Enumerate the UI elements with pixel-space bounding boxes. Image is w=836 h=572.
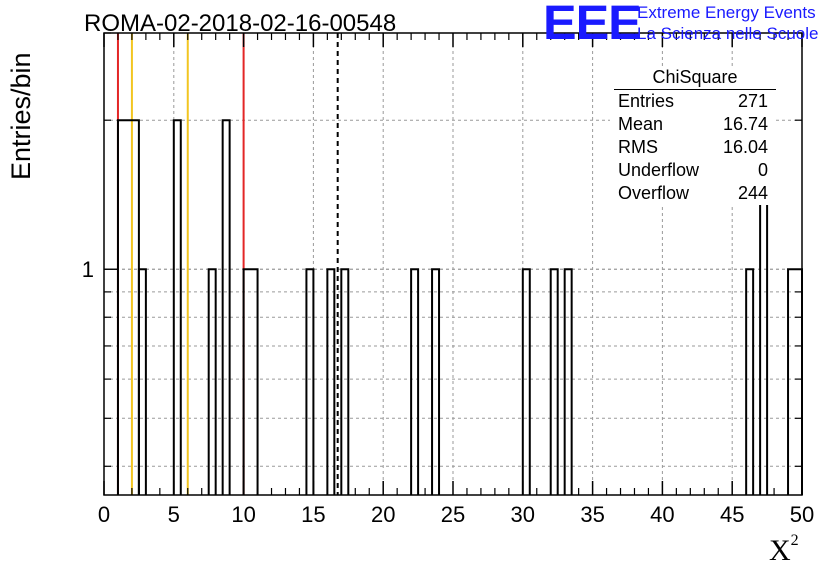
x-axis-label-base: X	[769, 534, 791, 567]
histogram-bin	[340, 268, 350, 495]
histogram	[116, 119, 803, 495]
x-tick-label: 10	[231, 502, 255, 527]
stats-label: Underflow	[618, 160, 700, 180]
histogram-bin	[221, 119, 231, 495]
stats-value: 16.74	[722, 114, 768, 134]
stats-value: 0	[757, 160, 768, 180]
y-axis-label: Entries/bin	[6, 52, 36, 180]
stats-value: 16.04	[722, 137, 768, 157]
histogram-bin	[563, 268, 573, 495]
x-tick-label: 5	[168, 502, 180, 527]
stats-value: 271	[737, 91, 768, 111]
x-tick-label: 20	[371, 502, 395, 527]
logo-line-1: Extreme Energy Events	[637, 3, 816, 22]
histogram-bin	[745, 268, 755, 495]
stats-value: 244	[737, 183, 768, 203]
stats-box: ChiSquare Entries 271 Mean 16.74 RMS 16.…	[610, 66, 776, 205]
tick-labels: 0 5 10 15 20 25 30 35 40 45 50 1	[82, 257, 814, 527]
histogram-bin	[410, 268, 420, 495]
x-tick-label: 30	[511, 502, 535, 527]
histogram-bin	[549, 268, 559, 495]
stats-row-underflow: Underflow 0	[610, 159, 776, 182]
stats-row-overflow: Overflow 244	[610, 182, 776, 205]
histogram-bin	[116, 119, 140, 495]
x-tick-label: 25	[441, 502, 465, 527]
histogram-bin	[172, 119, 182, 495]
stats-label: RMS	[618, 137, 658, 157]
x-tick-label: 40	[650, 502, 674, 527]
stats-row-rms: RMS 16.04	[610, 136, 776, 159]
x-tick-label: 35	[580, 502, 604, 527]
stats-row-mean: Mean 16.74	[610, 113, 776, 136]
stats-label: Mean	[618, 114, 664, 134]
stats-row-entries: Entries 271	[610, 90, 776, 113]
histogram-bin	[787, 268, 803, 495]
x-tick-label: 45	[720, 502, 744, 527]
logo-line-2: La Scienza nelle Scuole	[637, 24, 819, 43]
eee-logo: EEE	[543, 0, 642, 50]
histogram-bin	[242, 268, 259, 495]
stats-title: ChiSquare	[614, 66, 776, 90]
reference-lines	[116, 33, 339, 495]
histogram-bin	[326, 268, 336, 495]
chart-title: ROMA-02-2018-02-16-00548	[84, 10, 397, 37]
histogram-bin	[137, 268, 147, 495]
histogram-bin	[305, 268, 315, 495]
y-tick-label: 1	[82, 257, 94, 282]
axes	[103, 32, 803, 496]
x-tick-label: 50	[790, 502, 814, 527]
stats-label: Overflow	[618, 183, 690, 203]
x-axis-label-superscript: 2	[790, 532, 799, 549]
stats-label: Entries	[618, 91, 675, 111]
histogram-bin	[431, 268, 441, 495]
x-tick-label: 0	[98, 502, 110, 527]
histogram-bin	[521, 268, 531, 495]
histogram-bin	[207, 268, 217, 495]
x-tick-label: 15	[301, 502, 325, 527]
x-axis-label: X2	[769, 532, 799, 568]
